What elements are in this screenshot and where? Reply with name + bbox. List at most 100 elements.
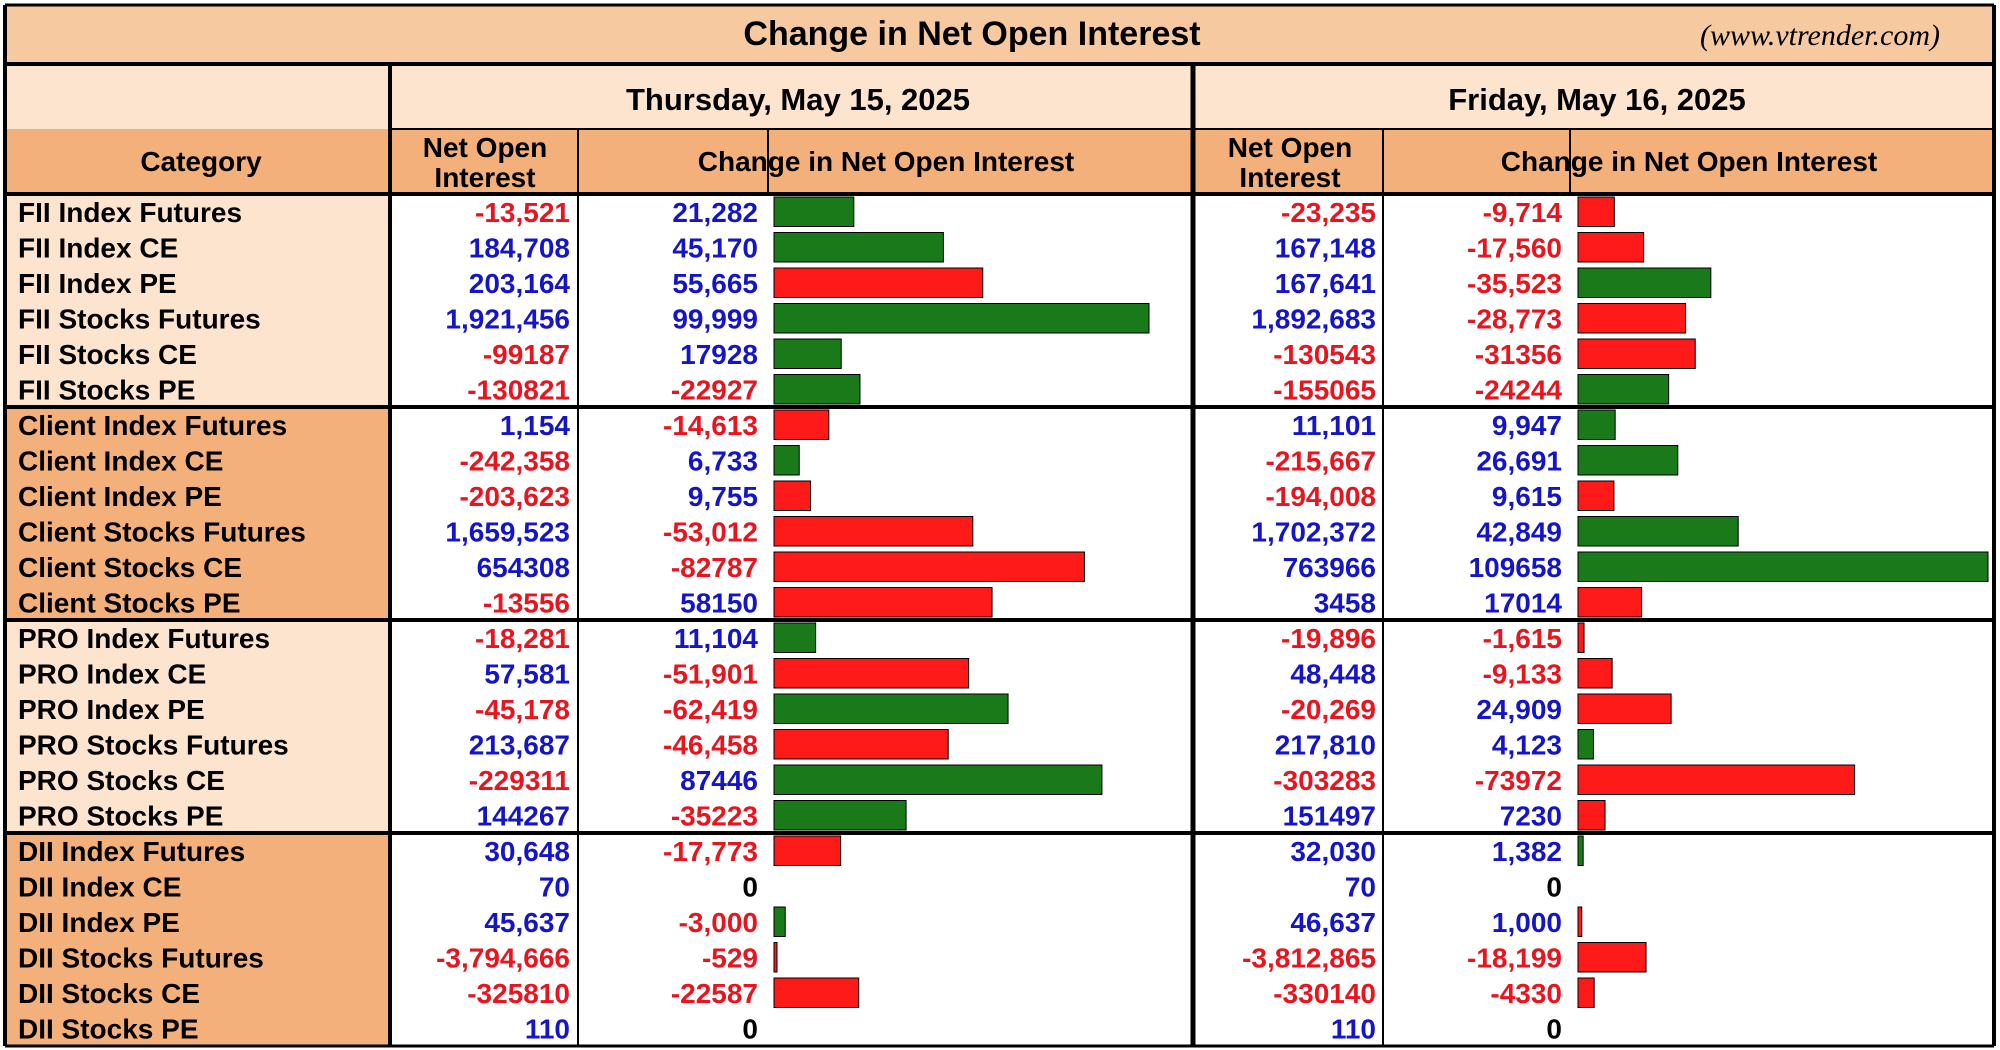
day-1-net-oi-value: -18,281	[475, 623, 570, 654]
day-1-change-bar	[773, 374, 861, 405]
date-header-bg	[5, 64, 1994, 129]
table-row: FII Stocks CE -99187 17928 -130543 -31356	[18, 338, 1696, 370]
category-label: FII Index CE	[18, 232, 178, 263]
category-cell-bg	[5, 691, 390, 727]
day-1-change-bar	[773, 338, 842, 369]
day-1-change-value: 17928	[680, 339, 758, 370]
day-2-change-value: -9,714	[1483, 197, 1563, 228]
day-2-change-bar	[1577, 480, 1615, 511]
category-label: FII Index PE	[18, 268, 177, 299]
day-1-change-value: 11,104	[674, 623, 759, 654]
day-1-change-bar	[773, 480, 812, 511]
day-2-net-oi-value: 32,030	[1290, 836, 1376, 867]
day-2-change-value: 4,123	[1492, 729, 1562, 760]
day-2-net-oi-value: 763966	[1283, 552, 1376, 583]
day-2-noi-header-line2: Interest	[1239, 162, 1340, 193]
day-2-change-bar	[1577, 977, 1595, 1008]
category-cell-bg	[5, 229, 390, 265]
day-1-net-oi-value: -130821	[467, 374, 570, 405]
category-cell-bg	[5, 478, 390, 514]
category-label: FII Stocks PE	[18, 374, 195, 405]
day-2-net-oi-value: 167,148	[1275, 232, 1376, 263]
day-1-change-value: 87446	[680, 765, 758, 796]
day-2-change-value: 9,615	[1492, 481, 1562, 512]
day-1-change-bar	[773, 409, 830, 440]
category-label: DII Index CE	[18, 871, 181, 902]
category-cell-bg	[5, 762, 390, 798]
day-2-change-bar	[1577, 303, 1687, 334]
day-1-change-bar	[773, 693, 1009, 724]
category-cell-bg	[5, 371, 390, 407]
day-2-change-bar	[1577, 516, 1739, 547]
day-1-net-oi-value: -45,178	[475, 694, 570, 725]
day-2-net-oi-value: -155065	[1273, 374, 1376, 405]
day-2-change-bar	[1577, 445, 1679, 476]
category-label: PRO Stocks CE	[18, 765, 225, 796]
day-2-change-value: -24244	[1475, 374, 1563, 405]
day-1-change-bar	[773, 622, 817, 653]
category-label: PRO Index CE	[18, 658, 206, 689]
day-2-change-bar	[1577, 587, 1643, 618]
day-1-net-oi-value: 213,687	[469, 729, 570, 760]
day-1-change-value: 55,665	[672, 268, 758, 299]
day-2-net-oi-value: 46,637	[1290, 907, 1376, 938]
day-1-change-value: 0	[742, 1013, 758, 1044]
table-row: DII Index Futures 30,648 -17,773 32,030 1,38…	[18, 835, 1584, 867]
day-1-net-oi-value: 1,921,456	[445, 303, 570, 334]
category-label: Client Index Futures	[18, 410, 287, 441]
category-cell-bg	[5, 336, 390, 372]
day-1-change-value: 21,282	[672, 197, 758, 228]
day-1-change-value: -14,613	[663, 410, 758, 441]
table-row: Client Index CE -242,358 6,733 -215,667 26,6…	[18, 445, 1679, 476]
day-1-change-bar	[773, 587, 993, 618]
category-cell-bg	[5, 904, 390, 940]
category-label: DII Stocks CE	[18, 978, 200, 1009]
category-label: DII Index PE	[18, 907, 180, 938]
day-1-change-bar	[773, 516, 974, 547]
table-row: PRO Index CE 57,581 -51,901 48,448 -9,133	[18, 658, 1613, 689]
category-label: DII Stocks PE	[18, 1013, 199, 1044]
day-2-change-bar	[1577, 835, 1584, 866]
day-1-noi-header-line1: Net Open	[423, 132, 547, 163]
day-1-net-oi-value: 1,659,523	[445, 516, 570, 547]
category-cell-bg	[5, 584, 390, 620]
day-2-net-oi-value: -130543	[1273, 339, 1376, 370]
day-1-change-value: -3,000	[679, 907, 758, 938]
table-row: FII Index PE 203,164 55,665 167,641 -35,523	[18, 267, 1712, 299]
day-1-change-header: Change in Net Open Interest	[698, 146, 1075, 177]
day-2-net-oi-value: 110	[1331, 1013, 1376, 1044]
table-row: DII Index PE 45,637 -3,000 46,637 1,000	[18, 906, 1583, 938]
day-2-net-oi-value: 11,101	[1292, 410, 1376, 441]
day-1-net-oi-value: -229311	[469, 765, 570, 796]
day-1-net-oi-value: 57,581	[484, 658, 570, 689]
day-2-change-bar	[1577, 409, 1616, 440]
day-1-change-value: 58150	[680, 587, 758, 618]
day-1-net-oi-value: 70	[539, 871, 570, 902]
category-cell-bg	[5, 442, 390, 478]
table-row: FII Stocks PE -130821 -22927 -155065 -24244	[18, 374, 1670, 405]
day-2-change-bar	[1577, 196, 1615, 227]
day-1-change-bar	[773, 835, 842, 866]
table-row: PRO Index PE -45,178 -62,419 -20,269 24,909	[18, 693, 1672, 725]
day-1-change-value: -22587	[671, 978, 758, 1009]
day-2-net-oi-value: -3,812,865	[1242, 942, 1376, 973]
category-label: DII Stocks Futures	[18, 942, 264, 973]
category-cell-bg	[5, 975, 390, 1011]
table-row: PRO Stocks Futures 213,687 -46,458 217,810 4…	[18, 729, 1594, 760]
day-2-net-oi-value: -303283	[1273, 765, 1376, 796]
category-label: FII Stocks Futures	[18, 303, 261, 334]
day-1-net-oi-value: 30,648	[484, 836, 570, 867]
category-cell-bg	[5, 513, 390, 549]
category-cell-bg	[5, 549, 390, 585]
day-1-change-value: -529	[702, 942, 758, 973]
day-2-net-oi-value: -23,235	[1281, 197, 1376, 228]
category-cell-bg	[5, 407, 390, 443]
day-1-net-oi-value: -99187	[483, 339, 570, 370]
day-1-change-bar	[773, 906, 786, 937]
day-2-change-bar	[1577, 374, 1670, 405]
table-row: Client Index PE -203,623 9,755 -194,008 9,61…	[18, 480, 1615, 512]
day-2-change-value: 109658	[1469, 552, 1562, 583]
day-1-change-bar	[773, 445, 800, 476]
table-row: DII Stocks Futures -3,794,666 -529 -3,812,8…	[18, 942, 1647, 973]
category-label: FII Stocks CE	[18, 339, 197, 370]
